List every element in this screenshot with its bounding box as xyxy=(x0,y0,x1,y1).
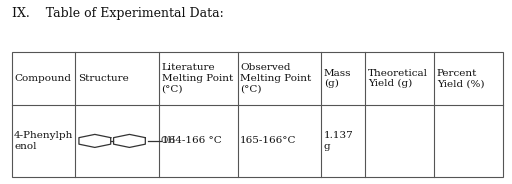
Text: Percent
Yield (%): Percent Yield (%) xyxy=(437,69,484,88)
Text: Compound: Compound xyxy=(14,74,71,83)
Text: Observed
Melting Point
(°C): Observed Melting Point (°C) xyxy=(240,63,311,93)
Text: 4-Phenylph
enol: 4-Phenylph enol xyxy=(14,131,74,151)
Text: Mass
(g): Mass (g) xyxy=(324,69,351,88)
Text: IX.    Table of Experimental Data:: IX. Table of Experimental Data: xyxy=(12,7,223,20)
Text: 164-166 °C: 164-166 °C xyxy=(162,136,221,145)
Text: Literature
Melting Point
(°C): Literature Melting Point (°C) xyxy=(162,63,233,93)
Text: 1.137
g: 1.137 g xyxy=(324,131,353,151)
Text: Structure: Structure xyxy=(78,74,129,83)
Text: Theoretical
Yield (g): Theoretical Yield (g) xyxy=(368,69,428,88)
Text: 165-166°C: 165-166°C xyxy=(240,136,296,145)
Text: OH: OH xyxy=(160,136,176,145)
